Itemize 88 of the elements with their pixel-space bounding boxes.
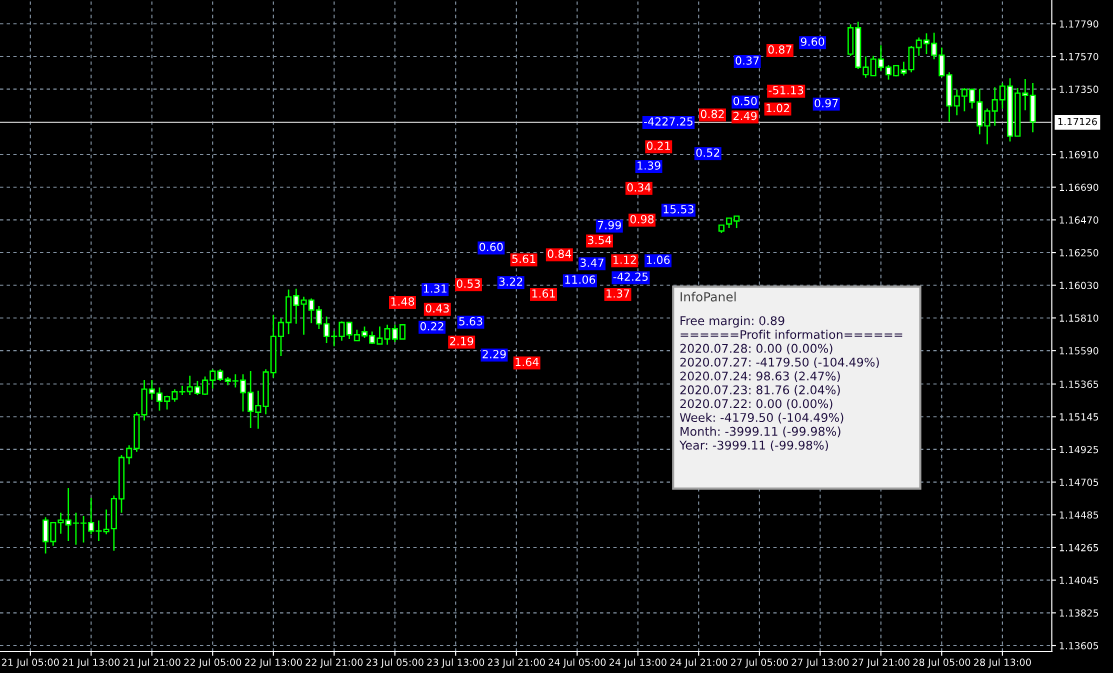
annotation: -51.13 xyxy=(768,86,804,95)
annotation: 0.50 xyxy=(733,96,757,106)
annotation: 0.37 xyxy=(735,56,759,65)
annotation: 0.60 xyxy=(479,242,503,252)
y-tick-label: 1.15590 xyxy=(1059,347,1099,355)
x-tick-label: 21 Jul 05:00 xyxy=(1,658,59,668)
y-tick-label: 1.13825 xyxy=(1059,609,1099,617)
x-tick-label: 21 Jul 21:00 xyxy=(123,658,181,668)
annotation: 0.34 xyxy=(627,183,651,192)
y-tick-label: 1.14265 xyxy=(1059,543,1099,552)
annotation: 0.22 xyxy=(420,322,444,331)
annotation: 7.99 xyxy=(597,220,621,230)
annotation: 0.43 xyxy=(425,304,449,313)
annotation: 1.48 xyxy=(391,297,415,306)
candlestick xyxy=(239,373,247,413)
annotation: 0.97 xyxy=(814,98,838,108)
x-tick-label: 22 Jul 13:00 xyxy=(244,658,302,668)
annotation: Month: -3999.11 (-99.98%) xyxy=(680,426,841,438)
x-tick-label: 22 Jul 05:00 xyxy=(184,658,242,668)
annotation: 11.06 xyxy=(565,275,596,284)
annotation: 3.22 xyxy=(499,277,523,286)
annotation: 0.98 xyxy=(630,214,654,224)
annotation: 3.47 xyxy=(580,258,604,267)
y-tick-label: 1.16470 xyxy=(1059,216,1099,224)
candlestick xyxy=(277,317,285,357)
x-tick-label: 28 Jul 13:00 xyxy=(973,658,1031,668)
annotation: 1.61 xyxy=(532,289,555,298)
annotation: 0.82 xyxy=(700,109,724,119)
annotation: 1.06 xyxy=(646,255,670,264)
y-tick-label: 1.14045 xyxy=(1059,576,1099,584)
y-tick-label: 1.16910 xyxy=(1059,150,1099,159)
x-tick-label: 23 Jul 13:00 xyxy=(427,658,485,668)
y-tick-label: 1.17570 xyxy=(1059,52,1099,61)
annotation: 0.53 xyxy=(456,279,480,288)
annotation: 9.60 xyxy=(800,37,825,46)
annotation: 5.63 xyxy=(459,317,483,326)
x-tick-label: 24 Jul 05:00 xyxy=(548,658,606,668)
annotation: 1.37 xyxy=(606,289,630,298)
annotation: -4227.25 xyxy=(644,117,693,126)
x-tick-label: 27 Jul 21:00 xyxy=(852,658,910,668)
annotation: -42.25 xyxy=(613,272,648,281)
annotation: Free margin: 0.89 xyxy=(680,315,785,328)
y-tick-label: 1.15145 xyxy=(1059,413,1099,421)
y-tick-label: 1.17350 xyxy=(1059,85,1099,93)
annotation: 2.19 xyxy=(450,336,474,346)
annotation: 2020.07.22: 0.00 (0.00%) xyxy=(680,398,833,410)
annotation: 2020.07.28: 0.00 (0.00%) xyxy=(680,343,833,355)
y-tick-label: 1.15365 xyxy=(1059,380,1099,388)
x-tick-label: 22 Jul 21:00 xyxy=(305,658,363,668)
annotation: 2020.07.23: 81.76 (2.04%) xyxy=(680,385,840,396)
y-tick-label: 1.16030 xyxy=(1059,281,1099,290)
annotation: InfoPanel xyxy=(680,291,736,302)
annotation: 2020.07.24: 98.63 (2.47%) xyxy=(680,371,840,382)
y-tick-label: 1.14485 xyxy=(1059,511,1099,519)
annotation: 0.84 xyxy=(547,249,572,259)
annotation: 2020.07.27: -4179.50 (-104.49%) xyxy=(680,357,879,369)
annotation: 1.12 xyxy=(613,255,636,264)
annotation: 0.87 xyxy=(768,45,792,54)
annotation: 0.21 xyxy=(647,141,670,151)
annotation: 3.54 xyxy=(588,235,612,245)
annotation: 1.31 xyxy=(423,284,447,293)
x-tick-label: 27 Jul 05:00 xyxy=(730,658,788,668)
annotation: 2.49 xyxy=(733,111,757,121)
annotation: 15.53 xyxy=(663,205,694,214)
x-tick-label: 23 Jul 05:00 xyxy=(366,658,424,668)
ref-line-label: 1.17126 xyxy=(1058,117,1097,126)
y-tick-label: 1.15810 xyxy=(1059,314,1099,322)
y-tick-label: 1.13605 xyxy=(1059,642,1099,650)
x-tick-label: 21 Jul 13:00 xyxy=(62,658,120,668)
y-tick-label: 1.14925 xyxy=(1059,445,1099,454)
annotation: ======Profit information====== xyxy=(680,329,903,340)
x-tick-label: 24 Jul 13:00 xyxy=(609,658,667,668)
annotation: Week: -4179.50 (-104.49%) xyxy=(679,412,844,424)
annotation: 1.39 xyxy=(637,161,661,170)
y-tick-label: 1.17790 xyxy=(1059,20,1099,28)
annotation: Year: -3999.11 (-99.98%) xyxy=(679,440,829,452)
annotation: 1.64 xyxy=(515,357,539,367)
x-tick-label: 27 Jul 13:00 xyxy=(791,658,849,668)
annotation: 0.52 xyxy=(696,148,720,157)
x-tick-label: 28 Jul 05:00 xyxy=(913,658,971,668)
x-tick-label: 24 Jul 21:00 xyxy=(670,658,728,668)
annotation: 2.29 xyxy=(482,349,506,359)
x-tick-label: 23 Jul 21:00 xyxy=(487,658,545,668)
y-tick-label: 1.16690 xyxy=(1059,183,1099,192)
annotation: 5.61 xyxy=(512,254,536,264)
y-tick-label: 1.16250 xyxy=(1059,249,1099,257)
y-tick-label: 1.14705 xyxy=(1059,478,1099,486)
annotation: 1.02 xyxy=(766,103,790,113)
